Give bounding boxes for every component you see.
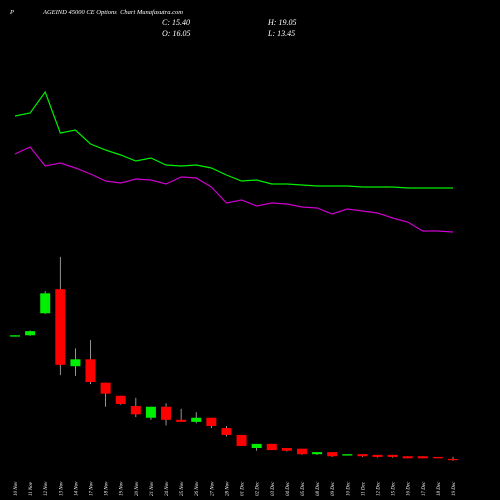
x-tick-label: 28 Nov [225,481,230,496]
candle-body [130,406,141,415]
x-tick-label: 18 Nov [105,481,110,496]
candle-body [161,406,172,420]
x-tick-label: 15 Dec [392,481,397,496]
x-tick-label: 03 Dec [271,481,276,496]
candle-body [327,452,338,457]
x-tick-label: 19 Dec [452,481,457,496]
candle-body [25,331,36,336]
chart-title: P AGEIND 45000 CE Options Chart Munafasu… [9,9,183,16]
candle-body [281,448,292,451]
candle-body [206,417,217,426]
candle-body [40,293,51,314]
candle-body [266,443,277,451]
x-tick-label: 12 Dec [376,481,381,496]
x-tick-label: 18 Dec [437,481,442,496]
x-tick-label: 01 Dec [241,481,246,496]
x-tick-label: 11 Nov [29,481,34,496]
x-tick-label: 17 Dec [422,481,427,496]
x-tick-label: 13 Nov [59,481,64,496]
x-tick-label: 16 Dec [407,481,412,496]
x-tick-label: 26 Nov [195,481,200,496]
x-tick-label: 05 Dec [301,481,306,496]
x-tick-label: 11 Dec [361,481,366,496]
candle-body [342,454,353,456]
candle-body [115,395,126,404]
candle-body [251,443,262,448]
x-tick-label: 17 Nov [90,481,95,496]
x-tick-label: 04 Dec [286,481,291,496]
candle-body [387,454,398,457]
candle-body [417,456,428,459]
x-tick-label: 25 Nov [180,481,185,496]
candle-body [221,428,232,435]
candle-body [10,335,20,337]
x-tick-label: 19 Nov [120,481,125,496]
x-tick-label: 12 Nov [44,481,49,496]
stat-open: O: 16.05 [162,29,190,38]
stat-low: L: 13.45 [267,29,295,38]
x-tick-label: 20 Nov [135,481,140,496]
x-tick-label: 02 Dec [256,481,261,496]
stat-high: H: 19.05 [267,18,296,27]
x-tick-label: 24 Nov [165,481,170,496]
x-tick-label: 09 Dec [331,481,336,496]
candle-body [296,448,307,455]
candle-body [402,456,413,459]
x-tick-label: 14 Nov [74,481,79,496]
average-line [14,90,453,189]
candle-body [357,454,368,457]
candle-body [312,452,323,455]
candle-body [372,454,383,457]
candle-body [70,359,81,367]
candle-body [236,434,247,446]
candle-body [448,458,458,461]
average-line [14,146,454,233]
candle-body [432,456,443,459]
candle-body [100,382,111,394]
x-tick-label: 10 Dec [346,481,351,496]
x-tick-label: 08 Dec [316,481,321,496]
candle-body [176,419,187,422]
candle-body [85,359,96,382]
x-tick-label: 21 Nov [150,481,155,496]
x-tick-label: 10 Nov [14,481,19,496]
candle-body [145,406,156,418]
candle-body [191,417,202,422]
candle-body [55,289,66,365]
x-tick-label: 27 Nov [210,481,215,496]
stat-close: C: 15.40 [162,18,190,27]
